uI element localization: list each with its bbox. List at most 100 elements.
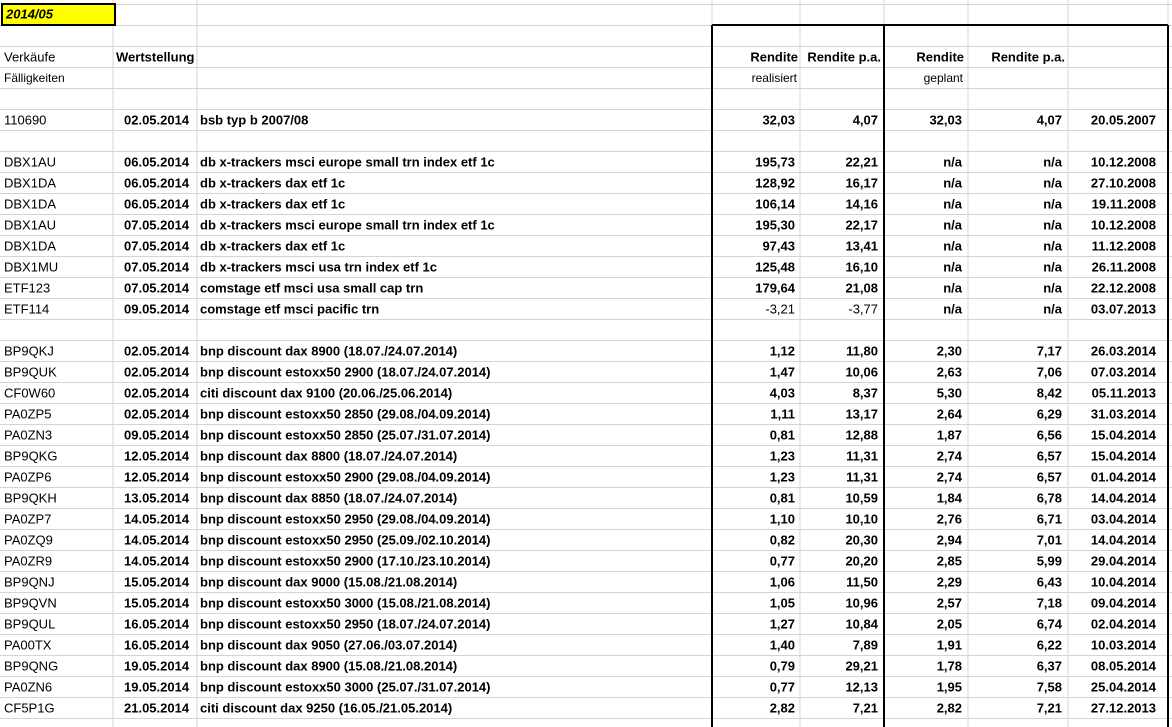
cell: 7,06 [1037, 364, 1062, 379]
header: Fälligkeiten [4, 71, 65, 85]
cell: BP9QKG [4, 448, 57, 463]
cell: 12,88 [845, 427, 878, 442]
cell: 2,63 [937, 364, 962, 379]
cell: 110690 [4, 112, 46, 127]
cell: 27.12.2013 [1091, 700, 1156, 715]
cell: 26.03.2014 [1091, 343, 1157, 358]
cell: 14.05.2014 [124, 553, 190, 568]
cell: 10,96 [845, 595, 878, 610]
cell: 1,05 [770, 595, 795, 610]
header: Rendite [750, 49, 798, 64]
cell: DBX1DA [4, 238, 56, 253]
cell: CF5P1G [4, 700, 55, 715]
cell: 0,77 [770, 679, 795, 694]
cell: n/a [1043, 301, 1063, 316]
month-cell[interactable] [1, 3, 116, 26]
header: realisiert [752, 71, 798, 85]
cell: 13.05.2014 [124, 490, 190, 505]
cell: 29,21 [845, 658, 878, 673]
cell: 12.05.2014 [124, 469, 190, 484]
cell: 0,82 [770, 532, 795, 547]
cell: 2,85 [937, 553, 962, 568]
cell: bnp discount estoxx50 2950 (25.09./02.10… [200, 532, 490, 547]
cell: 106,14 [755, 196, 796, 211]
cell: n/a [943, 301, 963, 316]
cell: 10.03.2014 [1091, 637, 1157, 652]
cell: 4,07 [1037, 112, 1062, 127]
cell: 02.05.2014 [124, 385, 190, 400]
cell: ETF123 [4, 280, 50, 295]
cell: 19.11.2008 [1092, 196, 1156, 211]
cell: 02.05.2014 [124, 364, 190, 379]
cell: BP9QUL [4, 616, 55, 631]
cell: 06.05.2014 [124, 154, 190, 169]
cell: 20.05.2007 [1091, 112, 1156, 127]
cell: 2,30 [937, 343, 962, 358]
cell: 19.05.2014 [124, 679, 190, 694]
cell: n/a [1043, 259, 1063, 274]
cell: 1,23 [770, 469, 795, 484]
cell: 6,57 [1037, 469, 1062, 484]
cell: DBX1MU [4, 259, 58, 274]
cell: n/a [1043, 217, 1063, 232]
cell: 14.05.2014 [124, 511, 190, 526]
cell: 10,59 [845, 490, 878, 505]
cell: 22.12.2008 [1091, 280, 1156, 295]
header: Wertstellung [116, 49, 195, 64]
cell: 07.05.2014 [124, 217, 190, 232]
cell: 1,11 [770, 406, 795, 421]
cell: 14,16 [845, 196, 878, 211]
cell: DBX1DA [4, 175, 56, 190]
cell: PA0ZR9 [4, 553, 52, 568]
header: Rendite [916, 49, 964, 64]
cell: n/a [943, 154, 963, 169]
cell: 11,80 [846, 343, 878, 358]
header: Rendite p.a. [991, 49, 1065, 64]
cell: 08.05.2014 [1091, 658, 1157, 673]
cell: n/a [1043, 280, 1063, 295]
cell: 2,94 [937, 532, 963, 547]
cell: n/a [943, 196, 963, 211]
cell: bnp discount estoxx50 2950 (18.07./24.07… [200, 616, 490, 631]
cell: PA0ZQ9 [4, 532, 53, 547]
cell: PA0ZP5 [4, 406, 51, 421]
cell: 16.05.2014 [124, 616, 190, 631]
cell: 97,43 [762, 238, 795, 253]
cell: DBX1AU [4, 154, 56, 169]
cell: 09.05.2014 [124, 301, 190, 316]
cell: 25.04.2014 [1091, 679, 1157, 694]
cell: 7,01 [1037, 532, 1062, 547]
cell: n/a [1043, 175, 1063, 190]
cell: 6,56 [1037, 427, 1062, 442]
cell: 06.05.2014 [124, 175, 190, 190]
cell: 32,03 [762, 112, 795, 127]
cell: 02.05.2014 [124, 343, 190, 358]
cell: 26.11.2008 [1092, 259, 1156, 274]
cell: 2,57 [937, 595, 962, 610]
cell: 10.12.2008 [1091, 217, 1156, 232]
cell: 1,87 [937, 427, 962, 442]
cell: 125,48 [755, 259, 795, 274]
cell: 14.04.2014 [1091, 490, 1157, 505]
cell: 10.04.2014 [1091, 574, 1157, 589]
cell: BP9QUK [4, 364, 57, 379]
cell: BP9QNG [4, 658, 58, 673]
cell: db x-trackers dax etf 1c [200, 238, 345, 253]
cell: 128,92 [755, 175, 795, 190]
cell: 15.05.2014 [124, 574, 190, 589]
cell: PA0ZN6 [4, 679, 52, 694]
cell: 02.04.2014 [1091, 616, 1157, 631]
cell: 07.05.2014 [124, 259, 190, 274]
cell: 2,76 [937, 511, 962, 526]
cell: 2,74 [937, 469, 963, 484]
cell: 2,29 [937, 574, 962, 589]
cell: 20,30 [845, 532, 878, 547]
cell: 4,07 [853, 112, 878, 127]
header: Rendite p.a. [807, 49, 881, 64]
cell: 179,64 [755, 280, 796, 295]
cell: 6,74 [1037, 616, 1063, 631]
cell: 10,10 [845, 511, 878, 526]
cell: 6,29 [1037, 406, 1062, 421]
cell: 1,78 [937, 658, 962, 673]
